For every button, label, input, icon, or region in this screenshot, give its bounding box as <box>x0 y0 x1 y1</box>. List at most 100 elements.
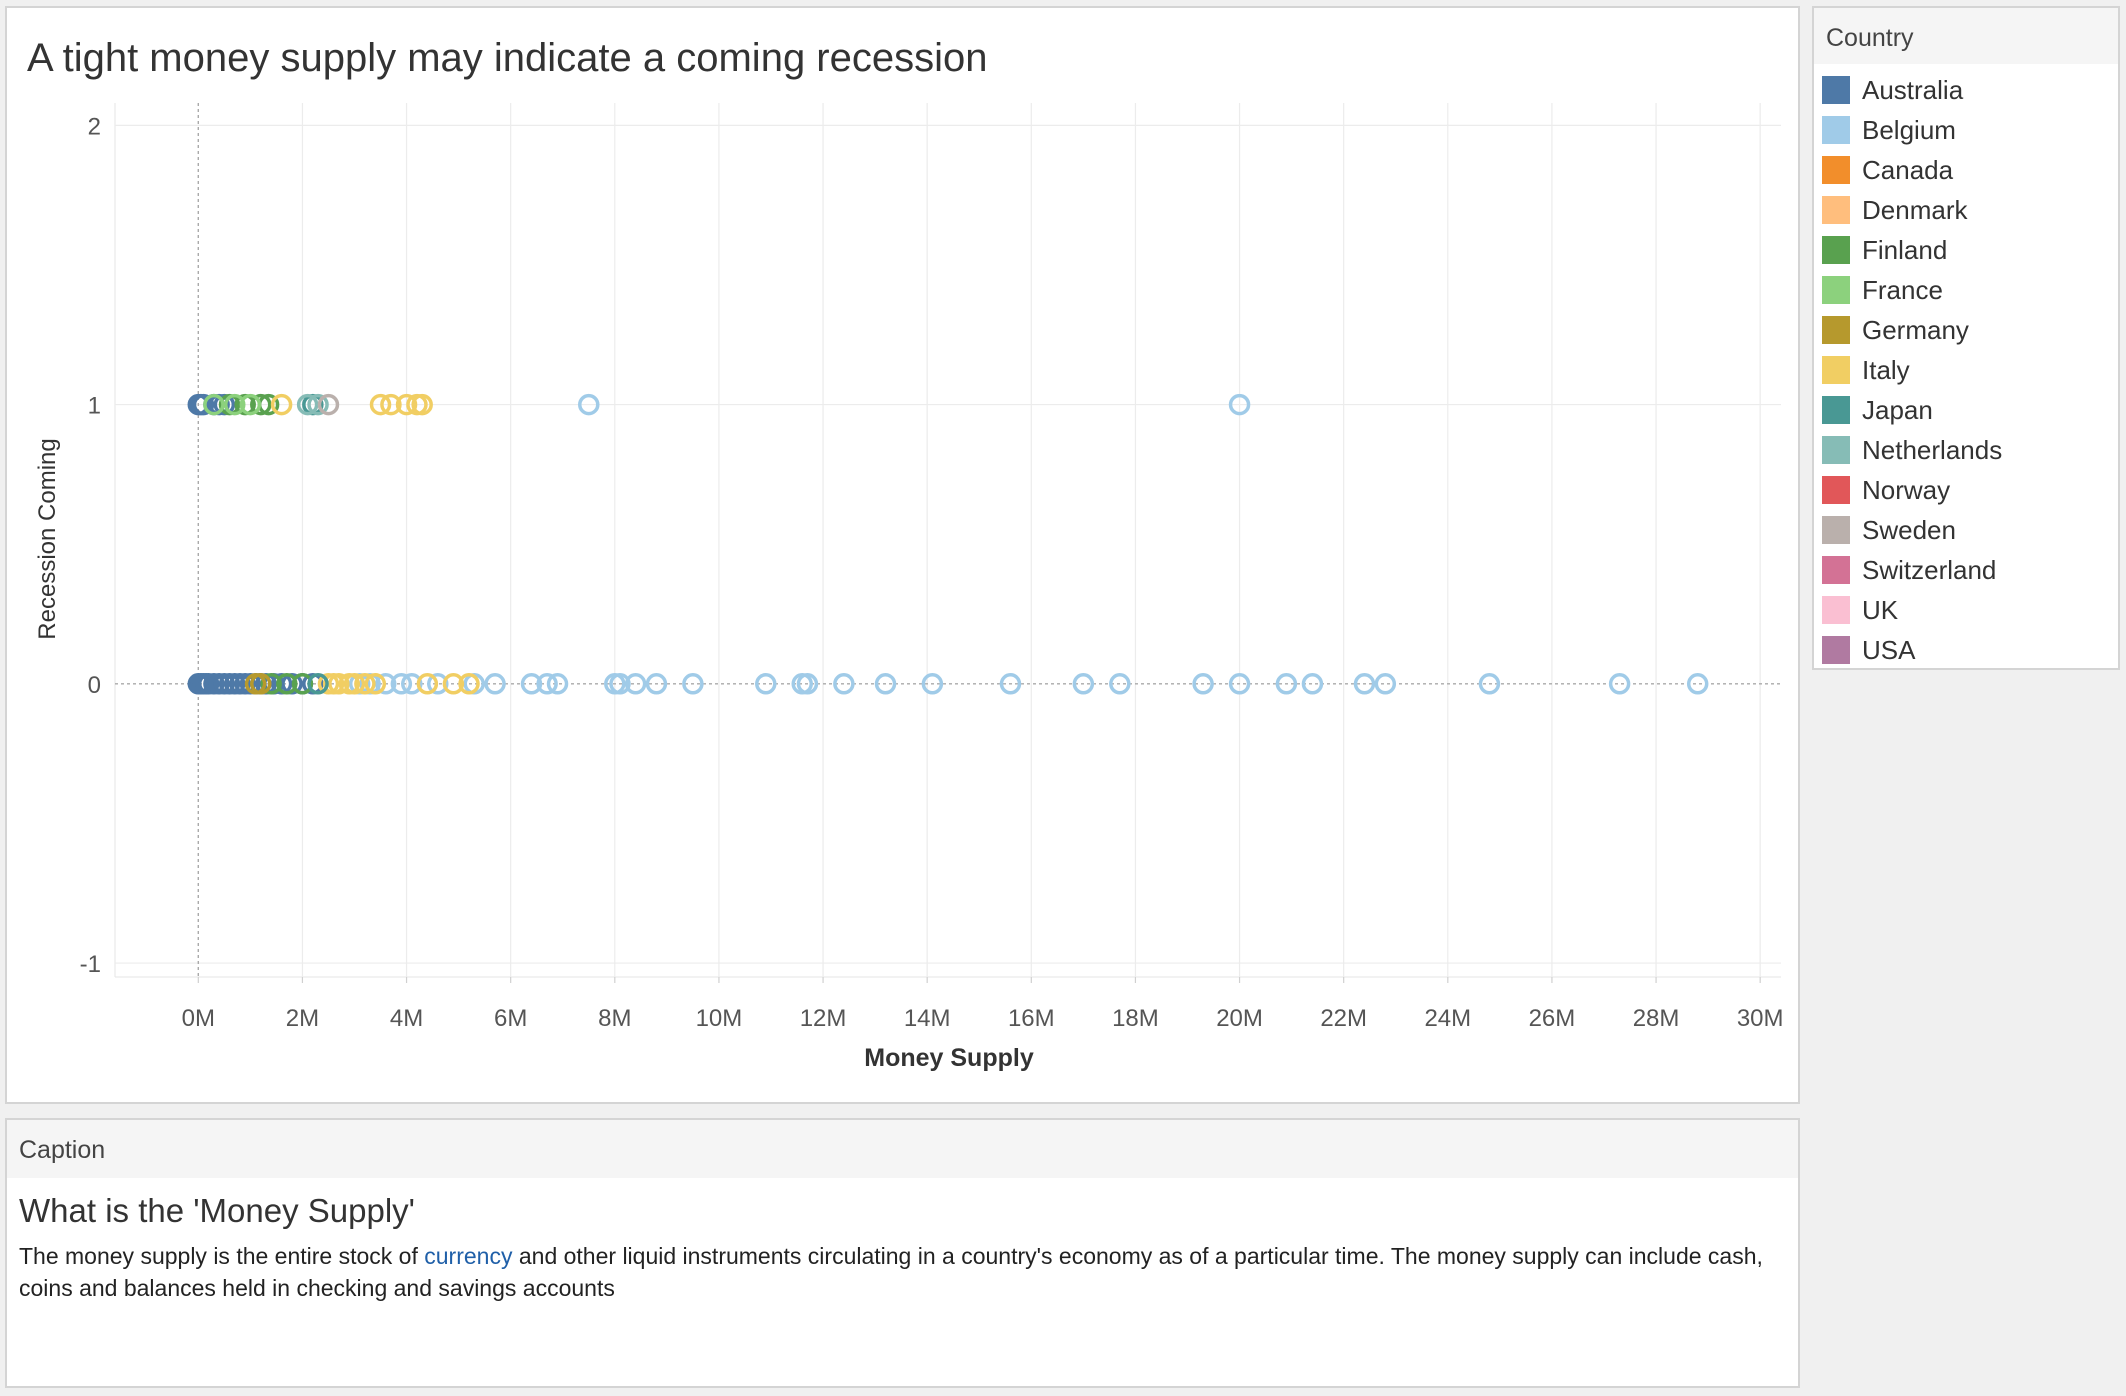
point-sweden[interactable] <box>317 393 340 416</box>
x-tick-label: 22M <box>1320 1005 1367 1032</box>
point-belgium[interactable] <box>1608 673 1631 695</box>
caption-heading: What is the 'Money Supply' <box>19 1192 415 1229</box>
scatter-plot: 0M 2M 4M 6M 8M 10M 12M 14M 16M 18M 20M 22M 24M 26M 28M… <box>34 103 1784 1072</box>
legend-item-netherlands[interactable]: Netherlands <box>1814 430 2118 470</box>
point-belgium[interactable] <box>609 673 631 695</box>
point-belgium[interactable] <box>624 673 647 695</box>
legend-swatch <box>1822 276 1850 304</box>
point-italy[interactable] <box>354 673 376 695</box>
point-belgium[interactable] <box>390 673 413 695</box>
legend-label: Denmark <box>1862 194 1968 225</box>
point-belgium[interactable] <box>645 673 668 695</box>
point-belgium[interactable] <box>796 673 819 695</box>
point-italy[interactable] <box>395 393 418 416</box>
legend-item-canada[interactable]: Canada <box>1814 150 2118 190</box>
point-belgium[interactable] <box>546 673 569 695</box>
legend-label: Belgium <box>1862 114 1956 145</box>
legend-swatch <box>1822 436 1850 464</box>
point-belgium[interactable] <box>755 673 777 695</box>
point-belgium[interactable] <box>374 673 397 695</box>
legend-item-australia[interactable]: Australia <box>1814 70 2118 110</box>
legend-item-denmark[interactable]: Denmark <box>1814 190 2118 230</box>
point-finland[interactable] <box>260 673 282 695</box>
grid <box>114 103 1781 978</box>
point-belgium[interactable] <box>484 673 506 695</box>
legend-item-belgium[interactable]: Belgium <box>1814 110 2118 150</box>
legend-item-japan[interactable]: Japan <box>1814 390 2118 430</box>
point-belgium[interactable] <box>1478 673 1501 695</box>
point-belgium[interactable] <box>1275 673 1298 695</box>
point-belgium[interactable] <box>520 673 543 695</box>
y-tick-label: 0 <box>88 672 101 699</box>
point-belgium[interactable] <box>833 673 855 695</box>
legend-item-france[interactable]: France <box>1814 270 2118 310</box>
legend-swatch <box>1822 196 1850 224</box>
point-germany[interactable] <box>250 673 272 695</box>
point-belgium[interactable] <box>427 673 449 695</box>
x-tick-label: 26M <box>1529 1005 1576 1032</box>
point-italy[interactable] <box>364 673 387 695</box>
point-finland[interactable] <box>276 673 298 695</box>
point-italy[interactable] <box>380 393 402 416</box>
legend-swatch <box>1822 516 1850 544</box>
legend-item-norway[interactable]: Norway <box>1814 470 2118 510</box>
point-italy[interactable] <box>416 673 439 695</box>
point-netherlands[interactable] <box>296 393 319 416</box>
point-italy[interactable] <box>343 673 366 695</box>
legend-item-germany[interactable]: Germany <box>1814 310 2118 350</box>
point-belgium[interactable] <box>1109 673 1131 695</box>
point-france[interactable] <box>203 393 225 416</box>
chart-panel: 0M 2M 4M 6M 8M 10M 12M 14M 16M 18M 20M 22M 24M 26M 28M… <box>5 6 1800 1104</box>
point-belgium[interactable] <box>1374 673 1397 695</box>
point-italy[interactable] <box>458 673 480 695</box>
point-belgium[interactable] <box>1228 673 1251 695</box>
legend-item-usa[interactable]: USA <box>1814 630 2118 670</box>
point-italy[interactable] <box>328 673 350 695</box>
y-tick-label: -1 <box>80 951 101 978</box>
legend-item-italy[interactable]: Italy <box>1814 350 2118 390</box>
point-italy[interactable] <box>442 673 465 695</box>
point-belgium[interactable] <box>578 393 600 416</box>
point-belgium[interactable] <box>1228 393 1251 416</box>
currency-link[interactable]: currency <box>424 1243 513 1269</box>
point-belgium[interactable] <box>874 673 897 695</box>
point-italy[interactable] <box>369 393 392 416</box>
point-belgium[interactable] <box>401 673 423 695</box>
x-tick-label: 10M <box>696 1005 743 1032</box>
point-italy[interactable] <box>411 393 433 416</box>
point-belgium[interactable] <box>1686 673 1709 695</box>
point-australia[interactable] <box>192 393 215 416</box>
point-japan[interactable] <box>307 673 329 695</box>
legend-label: France <box>1862 274 1943 305</box>
x-tick-label: 24M <box>1424 1005 1471 1032</box>
point-belgium[interactable] <box>1353 673 1376 695</box>
point-belgium[interactable] <box>999 673 1022 695</box>
point-belgium[interactable] <box>921 673 944 695</box>
x-tick-label: 12M <box>800 1005 847 1032</box>
point-belgium[interactable] <box>1192 673 1214 695</box>
point-finland[interactable] <box>291 673 314 695</box>
point-belgium[interactable] <box>1301 673 1324 695</box>
y-axis-ticks: -1 0 1 2 <box>80 113 101 978</box>
legend-item-switzerland[interactable]: Switzerland <box>1814 550 2118 590</box>
point-belgium[interactable] <box>536 673 558 695</box>
legend-swatch <box>1822 76 1850 104</box>
point-belgium[interactable] <box>682 673 704 695</box>
legend-item-finland[interactable]: Finland <box>1814 230 2118 270</box>
legend-label: Netherlands <box>1862 434 2003 465</box>
caption-panel: Caption What is the 'Money Supply' The m… <box>5 1118 1800 1388</box>
point-france[interactable] <box>223 393 246 416</box>
point-belgium[interactable] <box>1072 673 1095 695</box>
x-tick-label: 0M <box>182 1005 215 1032</box>
point-italy[interactable] <box>270 393 293 416</box>
legend-label: Australia <box>1862 74 1964 105</box>
legend-item-sweden[interactable]: Sweden <box>1814 510 2118 550</box>
legend-item-uk[interactable]: UK <box>1814 590 2118 630</box>
point-netherlands[interactable] <box>307 393 329 416</box>
x-axis-label: Money Supply <box>864 1044 1034 1072</box>
point-france[interactable] <box>239 393 262 416</box>
legend-swatch <box>1822 116 1850 144</box>
legend-swatch <box>1822 356 1850 384</box>
data-points <box>187 393 1709 695</box>
point-finland[interactable] <box>250 393 272 416</box>
